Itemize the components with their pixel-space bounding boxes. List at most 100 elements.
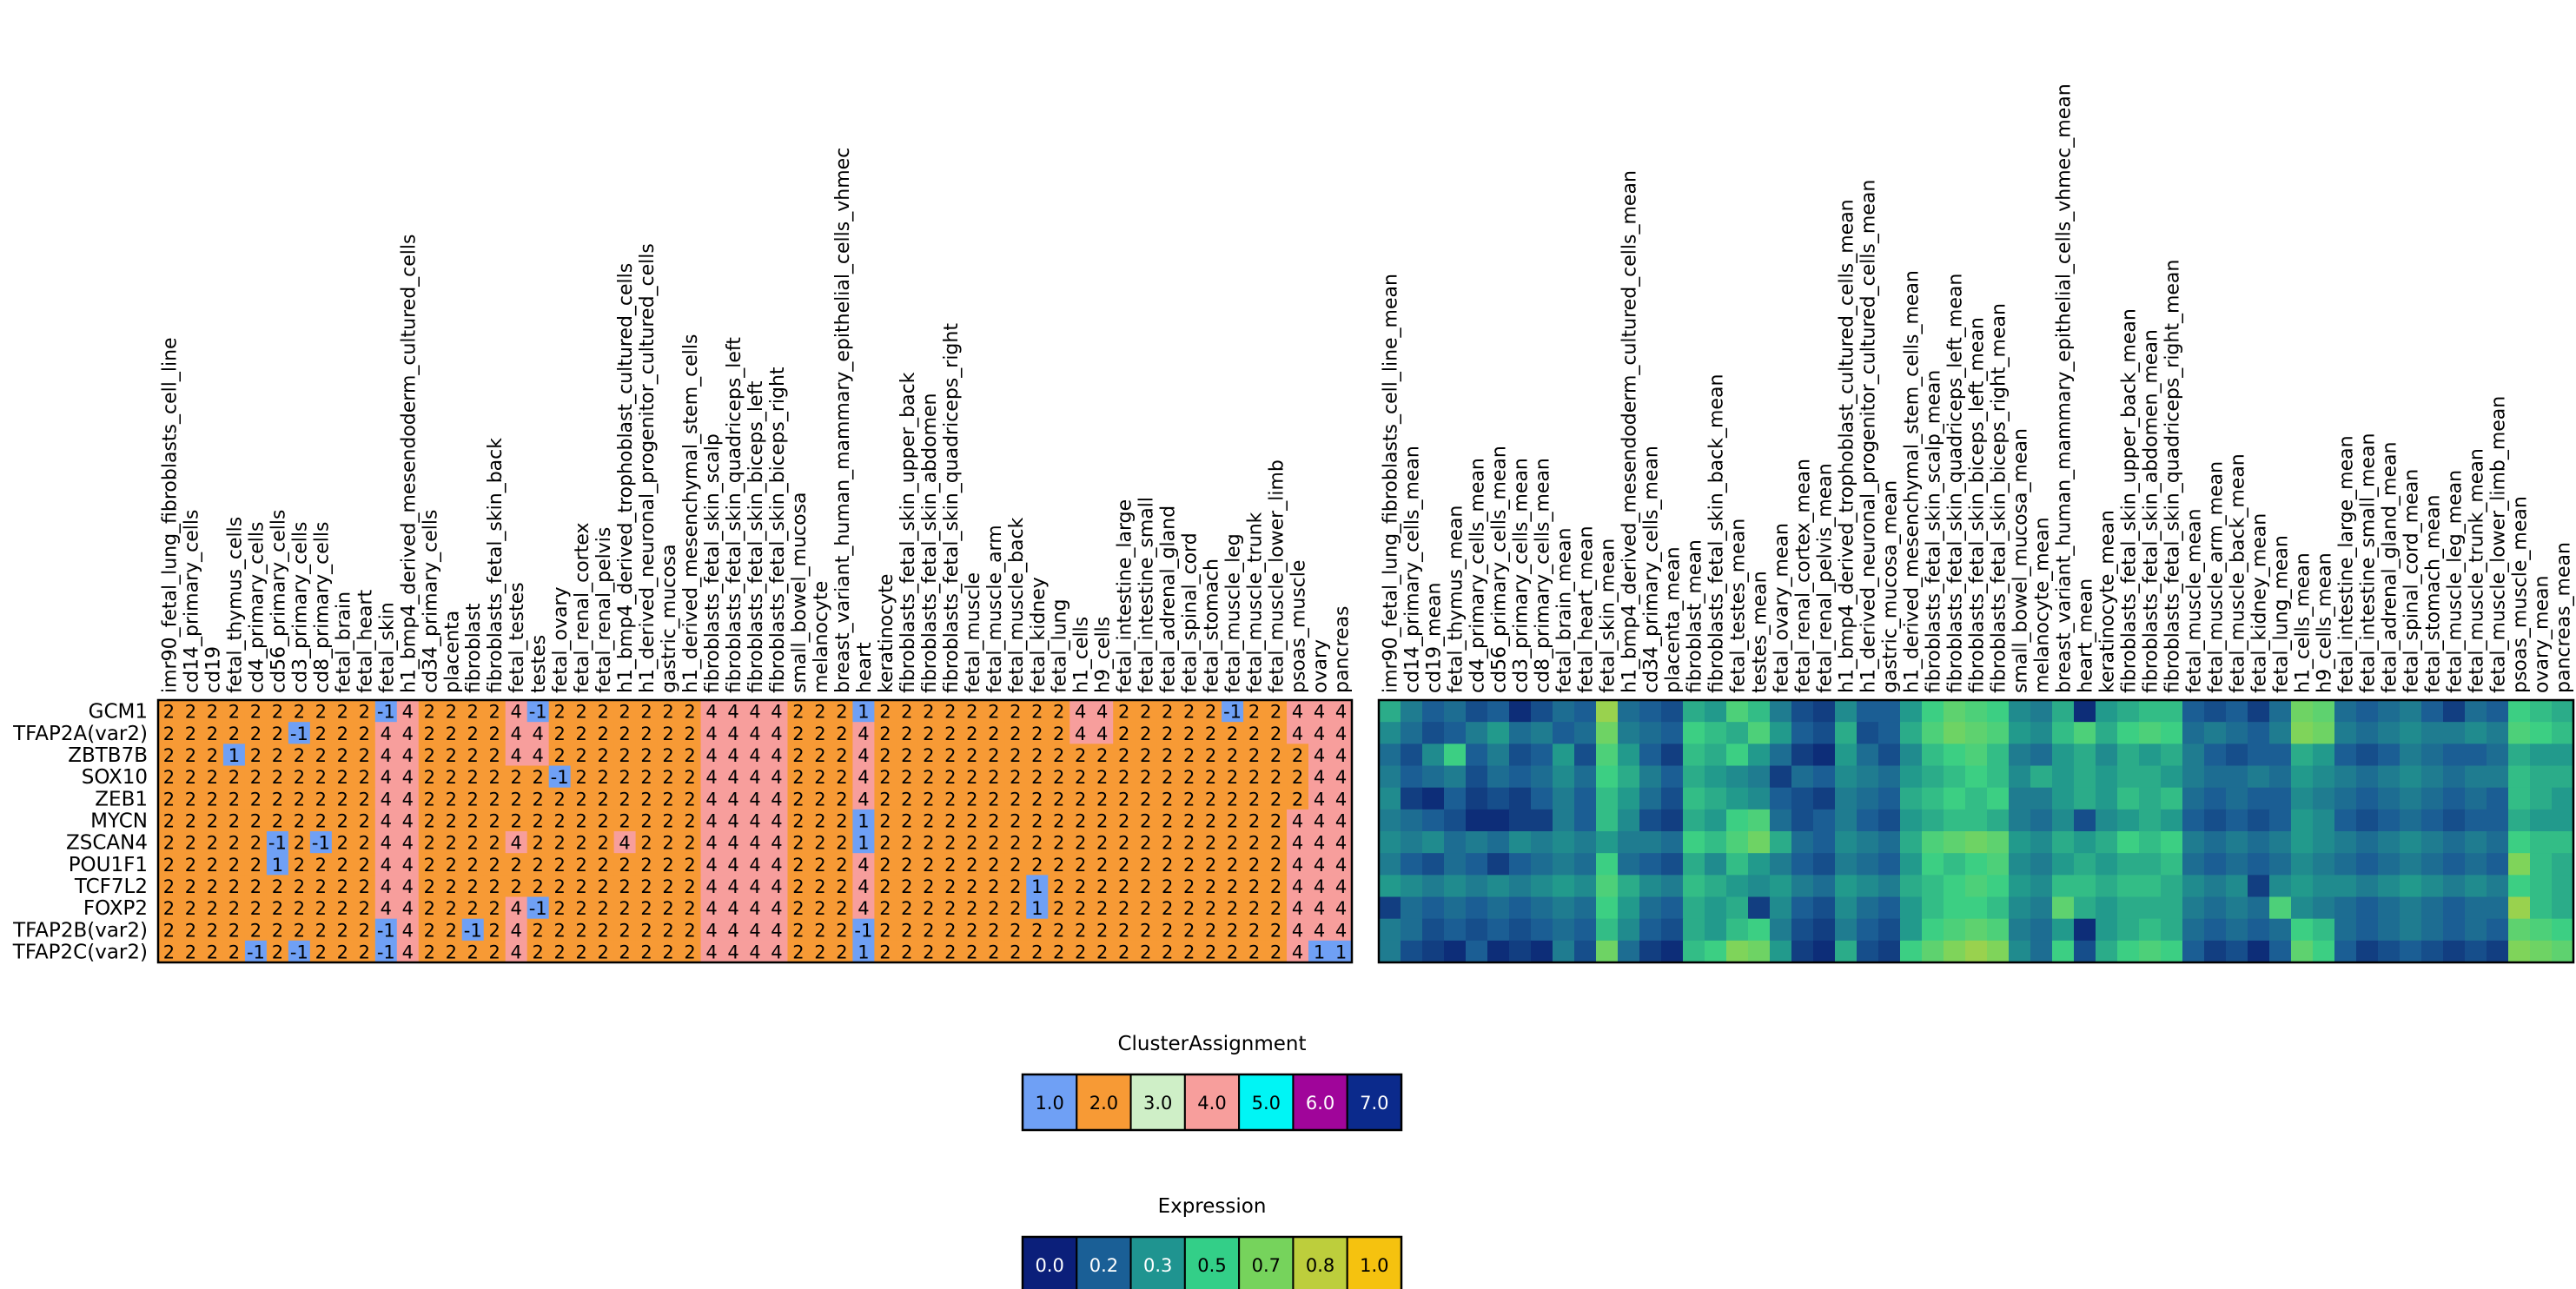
heatmap-cell — [852, 765, 875, 789]
heatmap-cell — [1835, 918, 1858, 942]
heatmap-cell — [1222, 875, 1244, 898]
heatmap-cell — [1091, 831, 1114, 854]
cell-value: 2 — [901, 810, 912, 831]
cell-value: 2 — [1205, 745, 1216, 766]
heatmap-cell — [1048, 809, 1070, 832]
cell-value: 2 — [185, 898, 196, 919]
heatmap-cell — [1705, 875, 1727, 898]
heatmap-cell — [526, 765, 550, 789]
column-label: fetal_intestine_small — [1136, 497, 1158, 693]
heatmap-cell — [2313, 700, 2335, 723]
cell-value: 2 — [467, 767, 479, 788]
cell-value: 2 — [901, 702, 912, 723]
column-label: fibroblasts_fetal_skin_upper_back — [897, 372, 919, 693]
heatmap-cell — [831, 918, 854, 942]
cell-value: 2 — [294, 745, 305, 766]
heatmap-cell — [1922, 744, 1944, 767]
heatmap-cell — [679, 853, 702, 876]
heatmap-cell — [2009, 744, 2031, 767]
heatmap-cell — [1965, 875, 1988, 898]
heatmap-cell — [1113, 765, 1136, 789]
heatmap-cell — [613, 787, 637, 810]
heatmap-cell — [1178, 700, 1201, 723]
cell-value: 2 — [1140, 920, 1151, 941]
heatmap-cell — [505, 875, 528, 898]
heatmap-cell — [461, 918, 485, 942]
heatmap-cell — [461, 809, 485, 832]
heatmap-cell — [440, 918, 463, 942]
heatmap-cell — [1791, 940, 1814, 963]
cell-value: 2 — [619, 702, 630, 723]
heatmap-cell — [505, 809, 528, 832]
heatmap-cell — [1379, 722, 1401, 744]
heatmap-cell — [1726, 940, 1749, 963]
heatmap-cell — [2291, 787, 2314, 810]
heatmap-cell — [657, 722, 680, 744]
heatmap-cell — [1308, 853, 1331, 876]
heatmap-cell — [765, 831, 789, 854]
heatmap-cell — [1509, 940, 1532, 963]
cell-value: 2 — [467, 702, 479, 723]
column-label: fibroblasts_fetal_skin_biceps_right_mean — [1989, 303, 2010, 693]
heatmap-cell — [1048, 787, 1070, 810]
column-label: fetal_muscle — [963, 572, 984, 693]
heatmap-cell — [787, 875, 811, 898]
column-label: small_bowel_mucosa — [789, 492, 811, 693]
heatmap-cell — [1401, 765, 1423, 789]
column-label: fetal_stomach — [1202, 559, 1223, 693]
heatmap-cell — [700, 875, 724, 898]
heatmap-cell — [2530, 853, 2553, 876]
column-label: small_bowel_mucosa_mean — [2010, 428, 2032, 693]
heatmap-cell — [1156, 853, 1179, 876]
heatmap-cell — [1379, 700, 1401, 723]
heatmap-cell — [896, 744, 918, 767]
heatmap-cell — [1531, 940, 1553, 963]
cell-value: 2 — [446, 724, 457, 744]
heatmap-cell — [570, 700, 593, 723]
heatmap-cell — [2030, 744, 2053, 767]
legend-entry: 0.3 — [1143, 1255, 1172, 1276]
cell-value: 2 — [1118, 833, 1129, 854]
heatmap-cell — [917, 940, 940, 963]
heatmap-cell — [831, 896, 854, 920]
heatmap-cell — [244, 700, 268, 723]
heatmap-cell — [2161, 765, 2183, 789]
cell-value: 2 — [1162, 876, 1173, 897]
heatmap-cell — [201, 940, 224, 963]
cell-value: 2 — [792, 767, 804, 788]
heatmap-cell — [613, 809, 637, 832]
heatmap-cell — [1900, 744, 1923, 767]
heatmap-cell — [1308, 831, 1331, 854]
heatmap-cell — [1531, 787, 1553, 810]
heatmap-cell — [983, 853, 1005, 876]
cell-value: 4 — [402, 833, 414, 854]
cell-value: 4 — [511, 745, 522, 766]
heatmap-cell — [2378, 700, 2401, 723]
heatmap-cell — [1596, 896, 1619, 920]
cell-value: 4 — [1335, 810, 1347, 831]
heatmap-cell — [809, 918, 832, 942]
heatmap-cell — [353, 940, 376, 963]
heatmap-cell — [2552, 809, 2574, 832]
heatmap-cell — [309, 918, 333, 942]
column-label: keratinocyte — [876, 574, 897, 693]
cell-value: 4 — [727, 898, 738, 919]
heatmap-cell — [2117, 765, 2140, 789]
heatmap-cell — [418, 875, 441, 898]
heatmap-cell — [2182, 809, 2205, 832]
heatmap-cell — [2421, 722, 2444, 744]
cell-value: 2 — [1292, 789, 1303, 810]
heatmap-cell — [266, 700, 289, 723]
heatmap-cell — [2248, 831, 2270, 854]
heatmap-cell — [1596, 831, 1619, 854]
heatmap-cell — [1048, 765, 1070, 789]
cell-value: 2 — [662, 789, 673, 810]
heatmap-cell — [374, 722, 398, 744]
cell-value: 4 — [727, 810, 738, 831]
cell-value: 2 — [1248, 898, 1260, 919]
heatmap-cell — [179, 875, 202, 898]
heatmap-cell — [2052, 765, 2075, 789]
heatmap-cell — [679, 875, 702, 898]
heatmap-cell — [2465, 700, 2487, 723]
heatmap-cell — [1683, 700, 1705, 723]
